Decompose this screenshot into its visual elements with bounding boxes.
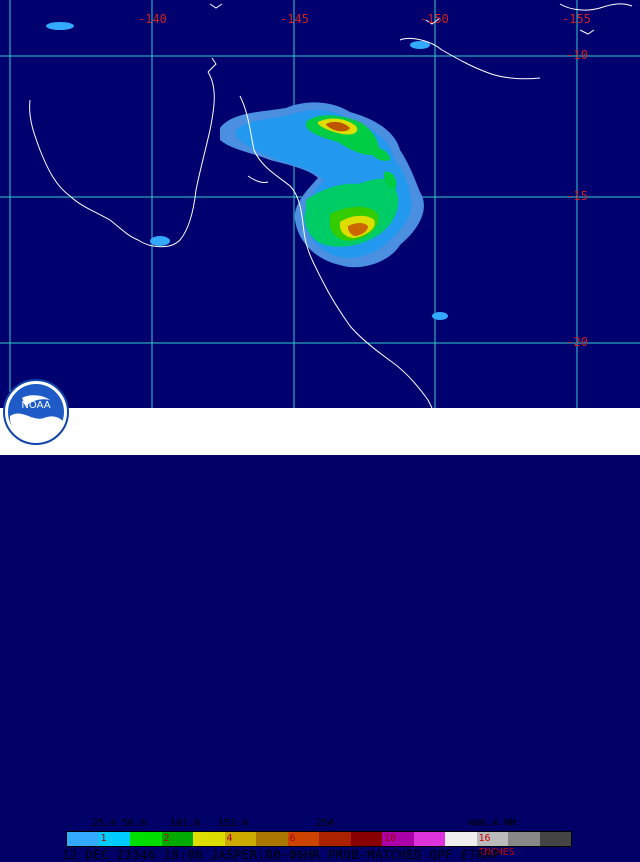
coastline-cape — [207, 57, 217, 73]
inch-label: 6 — [289, 833, 296, 844]
scale-swatch: 16 INCHES — [476, 832, 515, 858]
scale-swatch: 10 — [382, 832, 414, 846]
coastline-northeast — [559, 3, 633, 11]
scale-swatch — [413, 832, 445, 846]
coastline-islet — [579, 29, 595, 35]
product-caption: 12 DEC 23346 18:00 JASPER:00-06HR PROB-M… — [62, 848, 501, 862]
mm-label: 25.4 — [92, 818, 117, 829]
mm-label: 101.6 — [170, 818, 201, 829]
latitude-label: -20 — [566, 335, 588, 349]
color-scale-bar: 1 2 4 6 10 16 INCHES — [66, 831, 572, 858]
precipitation-map — [0, 0, 640, 408]
logo-text: NOAA — [21, 400, 50, 411]
scale-swatch — [319, 832, 351, 846]
scale-swatch: 6 — [287, 832, 319, 846]
inch-label: 4 — [226, 833, 233, 844]
inch-label: 10 — [384, 833, 397, 844]
scale-swatch: 4 — [224, 832, 256, 846]
latitude-label: -10 — [566, 48, 588, 62]
mm-label: 50.8 — [122, 818, 147, 829]
mm-label: 254 — [316, 818, 335, 829]
scale-swatch — [256, 832, 288, 846]
noaa-logo: NOAA — [3, 379, 69, 445]
coastlines — [29, 3, 633, 408]
longitude-label: -145 — [280, 12, 309, 26]
precipitation-field — [46, 22, 448, 320]
scale-swatch — [350, 832, 382, 846]
scale-swatch — [539, 832, 571, 846]
longitude-label: -140 — [138, 12, 167, 26]
scale-swatch — [445, 832, 477, 846]
coastline-north — [209, 3, 223, 9]
scale-swatch — [193, 832, 225, 846]
coastline-west — [29, 71, 215, 248]
inch-label: 2 — [163, 833, 170, 844]
longitude-label: -155 — [562, 12, 591, 26]
scale-swatch — [508, 832, 540, 846]
mm-label: 406.4 MM — [468, 818, 517, 829]
scale-swatch: 2 — [161, 832, 193, 846]
mm-label: 152.4 — [218, 818, 249, 829]
coastline-islet — [425, 17, 441, 25]
coastline-inlet — [247, 175, 269, 183]
legend-mm-labels: 25.4 50.8 101.6 152.4 254 406.4 MM — [0, 818, 640, 830]
coastline-east — [239, 95, 433, 408]
longitude-label: -150 — [420, 12, 449, 26]
inch-label: 1 — [100, 833, 107, 844]
scale-swatch — [67, 832, 99, 846]
latitude-label: -15 — [566, 189, 588, 203]
coastline-islands — [399, 37, 541, 80]
lat-lon-grid — [0, 0, 640, 408]
scale-swatch: 1 — [98, 832, 130, 846]
scale-swatch — [130, 832, 162, 846]
